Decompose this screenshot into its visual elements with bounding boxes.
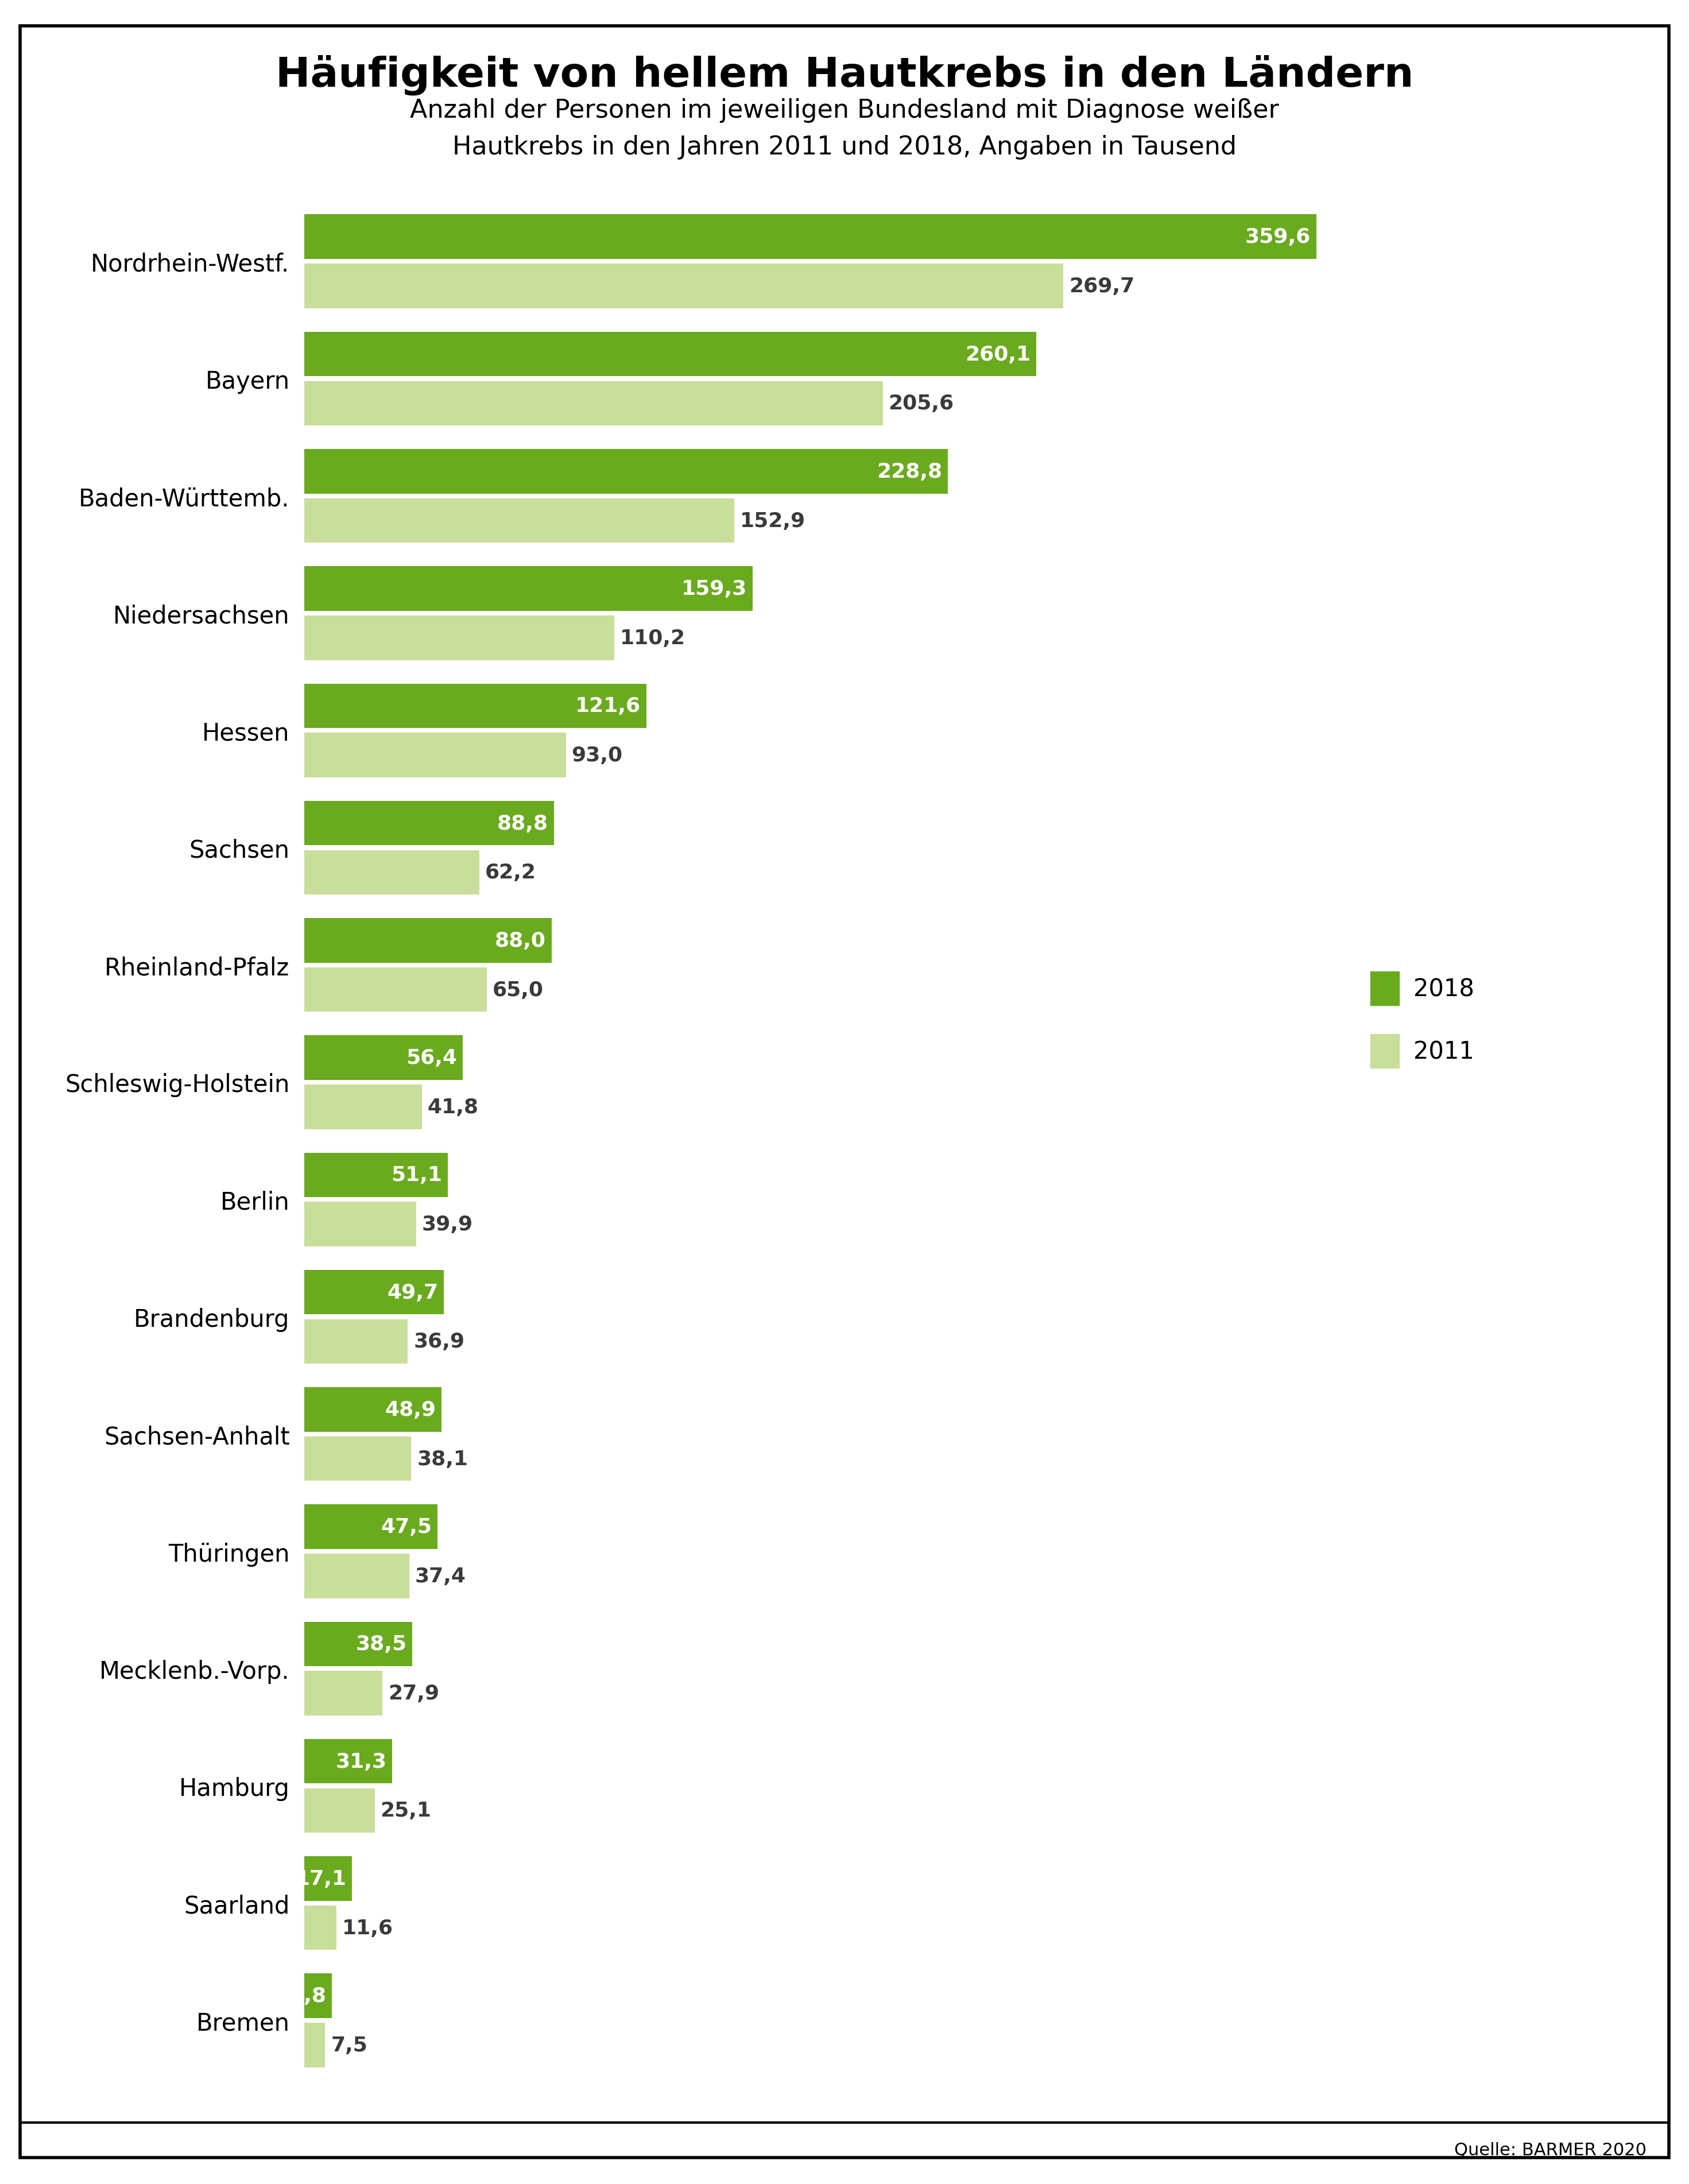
Bar: [304, 1738, 392, 1784]
Text: 7,5: 7,5: [331, 2035, 368, 2055]
Text: 205,6: 205,6: [888, 393, 954, 413]
Bar: [304, 1789, 375, 1832]
Bar: [304, 1035, 463, 1081]
Text: 37,4: 37,4: [415, 1566, 466, 1586]
Text: 228,8: 228,8: [877, 463, 942, 480]
Bar: [304, 968, 486, 1011]
Text: 62,2: 62,2: [485, 863, 535, 882]
Text: 31,3: 31,3: [336, 1752, 387, 1771]
Text: 38,5: 38,5: [356, 1634, 407, 1653]
Text: 159,3: 159,3: [681, 579, 747, 598]
Bar: [304, 382, 883, 426]
Text: 27,9: 27,9: [388, 1684, 439, 1704]
Bar: [304, 566, 753, 612]
Bar: [304, 1505, 437, 1548]
Bar: [304, 450, 948, 494]
Bar: [304, 1623, 412, 1666]
Bar: [304, 498, 735, 544]
Bar: [304, 1856, 351, 1900]
Bar: [304, 1271, 444, 1315]
Legend: 2018, 2011: 2018, 2011: [1370, 972, 1474, 1068]
Text: Anzahl der Personen im jeweiligen Bundesland mit Diagnose weißer
Hautkrebs in de: Anzahl der Personen im jeweiligen Bundes…: [410, 98, 1279, 159]
Text: 38,1: 38,1: [417, 1450, 468, 1468]
Text: 88,0: 88,0: [495, 930, 546, 950]
Bar: [304, 1387, 441, 1433]
Text: 39,9: 39,9: [422, 1214, 473, 1234]
Text: 121,6: 121,6: [576, 697, 640, 716]
Bar: [304, 850, 480, 895]
Text: 48,9: 48,9: [385, 1400, 436, 1420]
Text: 93,0: 93,0: [571, 745, 623, 764]
Text: 9,8: 9,8: [289, 1985, 326, 2005]
Bar: [304, 1085, 422, 1129]
Text: 41,8: 41,8: [427, 1096, 478, 1116]
Bar: [304, 214, 1316, 260]
Text: 260,1: 260,1: [964, 345, 1030, 365]
Bar: [304, 684, 647, 729]
Bar: [304, 616, 615, 660]
Bar: [304, 1671, 382, 1717]
Bar: [304, 919, 552, 963]
Bar: [304, 1904, 336, 1950]
Text: 359,6: 359,6: [1245, 227, 1311, 247]
Text: 49,7: 49,7: [387, 1282, 437, 1302]
Text: 11,6: 11,6: [343, 1918, 394, 1937]
Bar: [304, 1974, 331, 2018]
Text: 17,1: 17,1: [296, 1870, 346, 1889]
Bar: [304, 1437, 410, 1481]
Bar: [304, 1553, 409, 1599]
Bar: [304, 1153, 448, 1197]
Text: 110,2: 110,2: [620, 629, 686, 649]
Text: 51,1: 51,1: [392, 1166, 443, 1186]
Text: 152,9: 152,9: [740, 511, 806, 531]
Text: 56,4: 56,4: [405, 1048, 458, 1068]
Bar: [304, 1201, 415, 1247]
Text: 65,0: 65,0: [493, 981, 544, 1000]
Bar: [304, 264, 1064, 308]
Text: Quelle: BARMER 2020: Quelle: BARMER 2020: [1454, 2140, 1647, 2158]
Bar: [304, 734, 566, 778]
Text: 269,7: 269,7: [1069, 277, 1135, 297]
Text: Häufigkeit von hellem Hautkrebs in den Ländern: Häufigkeit von hellem Hautkrebs in den L…: [275, 55, 1414, 96]
Bar: [304, 332, 1037, 376]
Text: 88,8: 88,8: [497, 815, 549, 832]
Bar: [304, 802, 554, 845]
Text: 47,5: 47,5: [382, 1518, 432, 1538]
Text: 36,9: 36,9: [414, 1332, 464, 1352]
Text: 25,1: 25,1: [380, 1802, 431, 1819]
Bar: [304, 1319, 407, 1363]
Bar: [304, 2022, 324, 2068]
